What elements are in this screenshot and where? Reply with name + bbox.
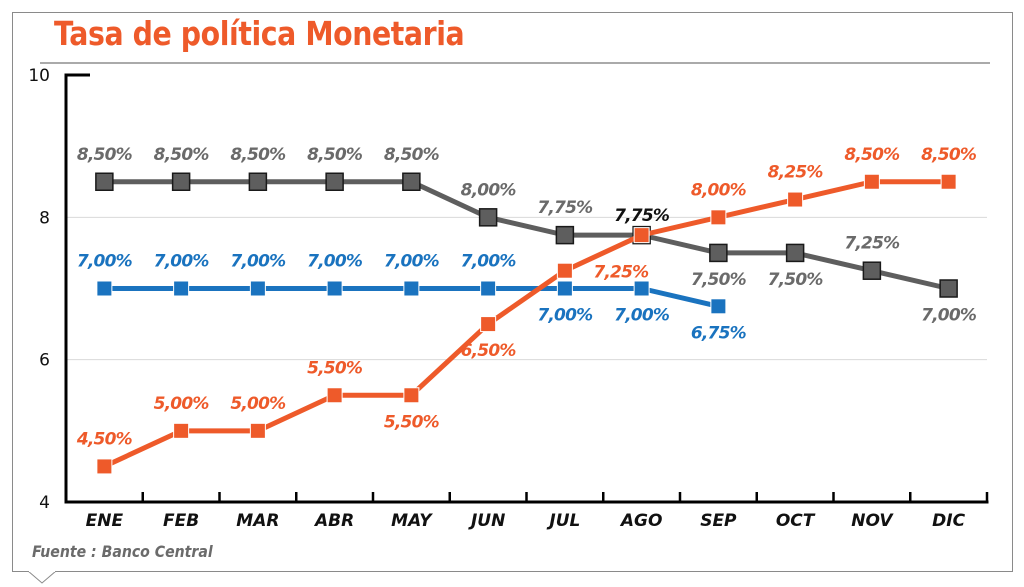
data-labels: 8,50% 8,50% 8,50% 8,50% 8,50% 8,00% 7,75% 7,75%…	[76, 145, 978, 450]
data-label-blue: 7,00%	[384, 252, 440, 272]
data-label-gray: 8,50%	[230, 145, 286, 165]
y-tick-label: 4	[39, 493, 50, 513]
data-label-gray: 7,50%	[768, 270, 824, 290]
data-point-orange	[480, 316, 497, 333]
data-label-orange: 8,50%	[921, 145, 977, 165]
data-label-gray: 8,50%	[307, 145, 363, 165]
x-tick-label: OCT	[776, 511, 816, 531]
data-label-orange: 6,50%	[461, 341, 517, 361]
axes: 4 6 8 10 ENE FEB MAR ABR MAY JUN JUL AGO SEP OCT NOV DI…	[28, 66, 989, 531]
data-point-blue	[403, 280, 420, 297]
data-point-blue	[480, 280, 497, 297]
data-label-gray: 7,00%	[921, 306, 977, 326]
x-tick-label: JUL	[546, 511, 580, 531]
data-point-orange	[863, 173, 880, 190]
data-point-gray	[785, 243, 805, 263]
data-point-blue	[710, 298, 727, 315]
data-point-orange	[173, 422, 190, 439]
data-label-orange: 7,75%	[614, 206, 670, 226]
data-label-gray: 8,50%	[77, 145, 133, 165]
x-tick-label: AGO	[619, 511, 663, 531]
series-line-orange	[103, 179, 949, 469]
data-point-gray	[709, 243, 728, 263]
callout-pointer-icon	[28, 571, 57, 584]
data-point-gray	[171, 172, 191, 191]
data-point-gray	[248, 172, 268, 191]
data-label-blue: 7,00%	[537, 306, 593, 326]
x-tick-label: SEP	[700, 511, 737, 531]
data-label-blue: 7,00%	[307, 252, 363, 272]
data-label-blue: 7,00%	[230, 252, 286, 272]
data-label-blue: 7,00%	[154, 252, 210, 272]
series-line-gray	[104, 179, 950, 291]
data-label-orange: 5,00%	[154, 394, 210, 414]
data-point-gray	[95, 172, 114, 191]
data-point-orange	[556, 262, 573, 279]
data-label-gray: 7,25%	[844, 234, 900, 254]
y-tick-label: 6	[39, 351, 50, 371]
data-label-blue: 7,00%	[77, 252, 133, 272]
data-label-gray: 8,50%	[384, 145, 440, 165]
data-label-gray: 8,50%	[154, 145, 210, 165]
data-label-orange: 8,25%	[768, 163, 824, 183]
data-point-orange	[249, 422, 266, 439]
data-label-orange: 4,50%	[76, 429, 133, 449]
data-point-blue	[173, 280, 190, 297]
data-point-gray	[555, 225, 575, 245]
x-tick-label: ENE	[86, 511, 124, 531]
x-tick-label: DIC	[932, 511, 965, 531]
source-note: Fuente : Banco Central	[32, 542, 213, 561]
chart-title: Tasa de política Monetaria	[54, 14, 465, 53]
data-point-blue	[556, 280, 573, 297]
data-point-gray	[478, 208, 498, 227]
data-point-orange	[787, 191, 804, 208]
x-tick-label: MAY	[391, 511, 433, 531]
data-point-orange	[403, 387, 420, 404]
data-label-orange: 5,50%	[384, 412, 440, 432]
data-label-gray: 7,50%	[691, 270, 747, 290]
data-label-blue: 6,75%	[691, 323, 747, 343]
data-label-gray: 8,00%	[461, 180, 517, 200]
data-point-gray	[325, 172, 344, 191]
data-label-blue: 7,00%	[461, 252, 517, 272]
data-label-orange: 5,50%	[307, 358, 363, 378]
data-point-orange	[96, 458, 113, 475]
x-tick-label: FEB	[163, 511, 199, 531]
x-tick-label: NOV	[851, 511, 894, 531]
data-point-orange	[940, 173, 957, 190]
data-label-orange: 7,25%	[593, 263, 649, 283]
data-label-orange: 8,50%	[844, 145, 900, 165]
grid-lines	[66, 216, 987, 361]
data-label-orange: 5,00%	[230, 394, 286, 414]
data-label-orange: 8,00%	[691, 180, 747, 200]
data-point-gray	[402, 172, 421, 191]
y-tick-label: 8	[39, 208, 50, 228]
series-layer	[95, 172, 958, 475]
data-point-orange	[633, 227, 650, 244]
data-label-blue: 7,00%	[614, 306, 670, 326]
x-tick-label: JUN	[468, 511, 505, 531]
y-tick-label: 10	[28, 66, 50, 86]
data-point-blue	[633, 280, 650, 297]
data-label-gray: 7,75%	[537, 198, 593, 218]
data-point-orange	[326, 387, 343, 404]
data-point-orange	[710, 209, 727, 226]
data-point-blue	[326, 280, 343, 297]
data-point-gray	[939, 279, 958, 298]
data-point-blue	[96, 280, 113, 297]
x-tick-label: MAR	[236, 511, 279, 531]
x-tick-label: ABR	[313, 511, 354, 531]
data-point-blue	[249, 280, 266, 297]
data-point-gray	[862, 261, 882, 280]
